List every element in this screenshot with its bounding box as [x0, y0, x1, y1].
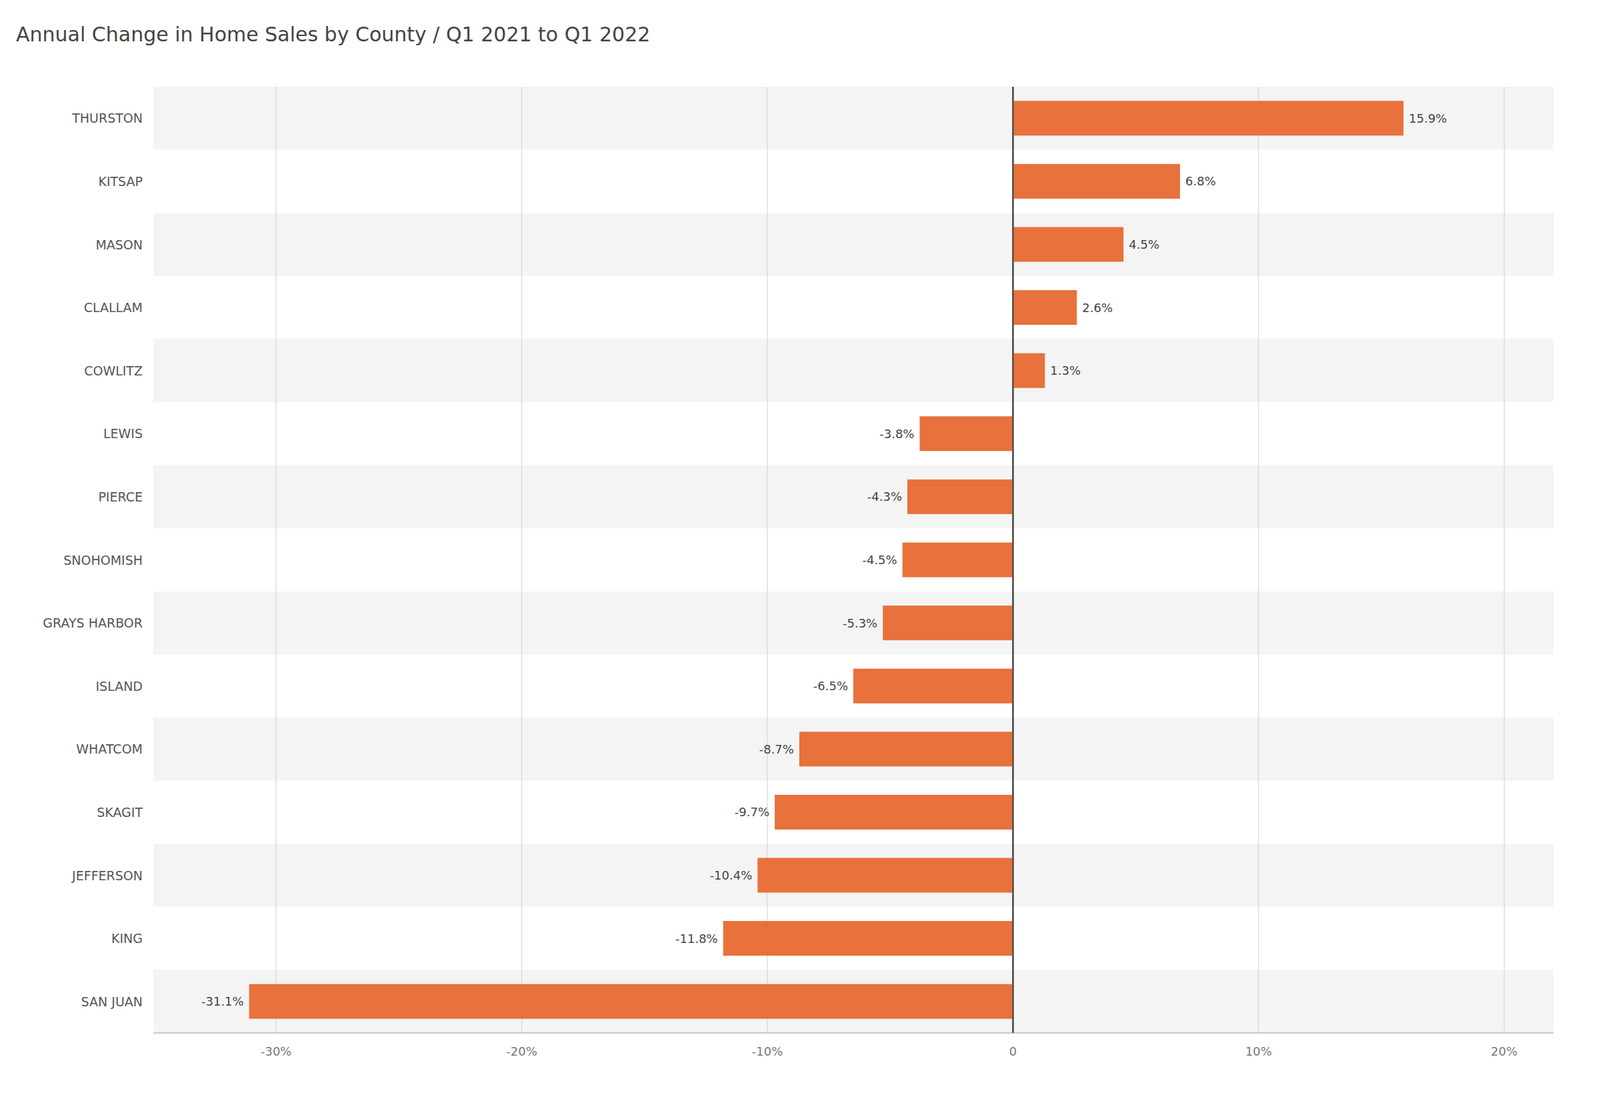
bar: [1012, 290, 1077, 325]
data-label: 4.5%: [1128, 237, 1160, 252]
data-label: -4.5%: [862, 552, 897, 567]
grid-line: [1258, 86, 1259, 1033]
category-label: MASON: [95, 237, 143, 252]
row-band: [153, 843, 1554, 907]
bar: [723, 920, 1014, 956]
bar: [1012, 353, 1045, 388]
row-band: [153, 591, 1554, 655]
bar: [902, 542, 1014, 577]
bar: [1012, 226, 1124, 262]
bar: [853, 668, 1013, 704]
row-band: [153, 212, 1554, 276]
bar: [882, 605, 1013, 640]
data-label: -9.7%: [734, 804, 770, 819]
axis-line: [153, 1032, 1554, 1034]
data-label: -8.7%: [759, 742, 794, 756]
category-label: WHATCOM: [76, 741, 143, 756]
category-label: ISLAND: [95, 678, 143, 694]
category-label: GRAYS HARBOR: [42, 615, 143, 630]
category-label: SKAGIT: [96, 804, 143, 820]
data-label: -3.8%: [879, 426, 914, 441]
zero-line: [1012, 86, 1014, 1033]
title: Annual Change in Home Sales by County / …: [16, 22, 650, 46]
data-label: 6.8%: [1185, 174, 1216, 188]
bar: [919, 416, 1013, 451]
tick-label: 10%: [1245, 1044, 1272, 1058]
category-label: SAN JUAN: [81, 994, 143, 1009]
row-band: [153, 717, 1554, 781]
bar: [757, 857, 1013, 892]
tick-label: 0: [1009, 1044, 1017, 1058]
bar: [1012, 164, 1180, 199]
category-label: SNOHOMISH: [63, 552, 143, 568]
category-label: KING: [111, 930, 143, 946]
data-label: 1.3%: [1050, 363, 1081, 378]
tick-label: -20%: [506, 1044, 538, 1058]
category-label: KITSAP: [98, 174, 143, 189]
data-label: -5.3%: [842, 616, 878, 630]
category-label: COWLITZ: [84, 363, 143, 378]
grid-line: [521, 86, 522, 1033]
data-label: 2.6%: [1082, 300, 1113, 315]
data-label: -10.4%: [710, 868, 753, 882]
bar: [907, 479, 1013, 514]
bars: [249, 100, 1404, 1018]
category-label: JEFFERSON: [71, 868, 143, 883]
bar: [774, 794, 1013, 830]
zero-line: [1012, 86, 1014, 1033]
grid-line: [1504, 86, 1505, 1033]
plot-area: -30% -20% -10% 0 10% 20% THURSTON KITSAP MASON CL…: [42, 86, 1554, 1058]
row-band: [153, 969, 1554, 1033]
row-band: [153, 86, 1554, 150]
data-label: -6.5%: [813, 678, 848, 693]
bar: [799, 731, 1014, 766]
tick-label: -10%: [752, 1044, 784, 1058]
data-label: -11.8%: [675, 931, 718, 946]
data-label: 15.9%: [1408, 111, 1447, 126]
category-label: CLALLAM: [84, 300, 143, 315]
data-label: -4.3%: [867, 489, 902, 504]
category-label: LEWIS: [103, 426, 143, 441]
chart: Annual Change in Home Sales by County / …: [0, 0, 1600, 1093]
grid-line: [276, 86, 277, 1033]
tick-label: -30%: [260, 1044, 292, 1058]
tick-label: 20%: [1490, 1044, 1518, 1058]
data-label: -31.1%: [201, 994, 244, 1008]
row-band: [153, 338, 1554, 402]
bar: [249, 984, 1014, 1019]
row-band: [153, 465, 1554, 529]
bar: [1012, 100, 1404, 136]
category-label: PIERCE: [98, 489, 143, 504]
category-label: THURSTON: [71, 110, 143, 126]
